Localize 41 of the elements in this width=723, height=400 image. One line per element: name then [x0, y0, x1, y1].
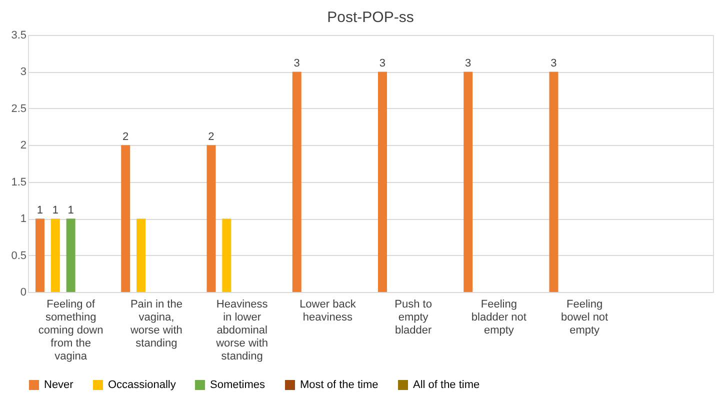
x-tick-label: Feeling bladder not empty	[471, 298, 526, 336]
data-label: 1	[52, 204, 58, 217]
bar	[66, 218, 76, 292]
x-tick-label: Feeling bowel not empty	[561, 298, 608, 336]
bar	[292, 72, 302, 292]
y-tick-label: 3	[20, 66, 26, 78]
y-tick-label: 1	[20, 213, 26, 226]
legend-label: Sometimes	[210, 379, 266, 391]
chart-title: Post-POP-ss	[327, 9, 414, 26]
data-label: 3	[550, 58, 557, 70]
bar	[549, 72, 558, 292]
bar	[206, 145, 216, 292]
data-label: 2	[208, 131, 214, 144]
y-tick-label: 0.5	[11, 250, 26, 262]
x-tick-label: Push to empty bladder	[394, 298, 432, 336]
y-tick-label: 2.5	[11, 102, 26, 115]
bar	[464, 72, 473, 292]
x-tick-label: Heaviness in lower abdominal worse with standing	[215, 298, 268, 362]
legend-label: All of the time	[413, 379, 480, 391]
bar	[136, 218, 146, 292]
x-tick-label: Feeling of something coming down from the vagina	[38, 298, 104, 362]
legend-label: Never	[44, 379, 74, 391]
data-label: 1	[36, 204, 44, 217]
data-label: 3	[294, 58, 300, 70]
bar	[121, 145, 130, 292]
data-label: 1	[68, 204, 74, 217]
data-label: 3	[465, 58, 472, 70]
y-tick-label: 0	[20, 286, 26, 298]
data-label: 2	[122, 131, 129, 144]
bar	[378, 72, 387, 292]
x-tick-label: Pain in the vagina, worse with standing	[129, 298, 182, 350]
bar	[222, 218, 232, 292]
x-tick-label: Lower back heaviness	[300, 298, 356, 324]
legend-label: Occassionally	[108, 379, 176, 391]
y-tick-label: 3.5	[11, 30, 26, 42]
y-tick-label: 2	[20, 140, 26, 152]
y-tick-label: 1.5	[11, 176, 26, 188]
data-label: 3	[379, 58, 386, 70]
bar	[35, 218, 44, 292]
legend-label: Most of the time	[300, 379, 378, 391]
bar	[50, 218, 60, 292]
